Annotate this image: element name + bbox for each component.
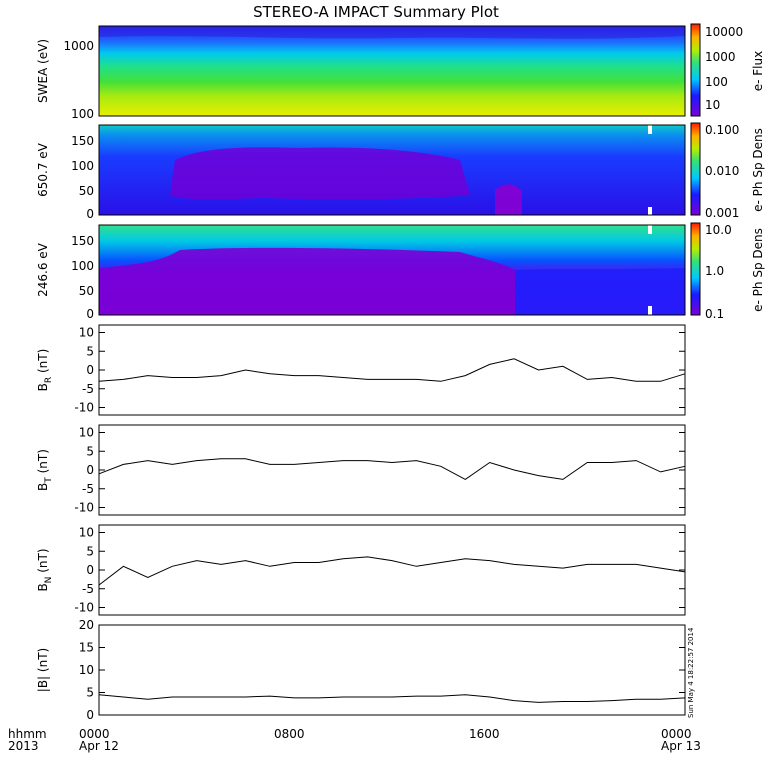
bn-series-line: [98, 556, 686, 586]
bn-ylabel: BN (nT): [36, 548, 54, 591]
br-frame: [98, 324, 686, 416]
pad650-frame: [98, 124, 686, 216]
pad246-cb-tick-10: 10.0: [705, 223, 732, 237]
time-format-label: hhmm: [8, 727, 47, 741]
pad246-blue-right: [515, 268, 685, 315]
br-ytick-label: 10: [79, 326, 94, 340]
br-ytick-label: 5: [86, 344, 94, 358]
pad246-gap-bottom: [648, 306, 652, 315]
pad650-cb-tick-0001: 0.001: [705, 206, 739, 220]
bt-series-line: [98, 458, 686, 480]
swea-dark-band: [99, 26, 685, 39]
pad246-cb-tick-1: 1.0: [705, 264, 724, 278]
swea-frame: [98, 25, 686, 117]
pad246-colorbar-fill: [690, 222, 701, 316]
swea-cb-tick-100: 100: [705, 75, 728, 89]
pad650-gap-bottom: [648, 207, 652, 215]
swea-cb-tick-10: 10: [705, 98, 720, 112]
br-series-line: [98, 358, 686, 382]
bn-ytick-label: -10: [74, 601, 94, 615]
swea-colorbar-fill: [690, 23, 701, 117]
bt-ytick-label: -5: [82, 482, 94, 496]
pad246-ytick-100: 100: [71, 259, 94, 273]
pad246-ylabel: 246.6 eV: [36, 242, 50, 297]
pad650-depletion-small: [495, 184, 522, 215]
bt-ytick-label: 0: [86, 463, 94, 477]
pad650-ytick-0: 0: [86, 207, 94, 221]
pad246-cb-label: e- Ph Sp Dens: [751, 228, 765, 312]
date-end: Apr 13: [661, 739, 701, 753]
date-start: Apr 12: [79, 739, 119, 753]
pad246-panel: 150 100 50 0 246.6 eV: [36, 224, 686, 321]
pad246-depletion: [99, 247, 515, 315]
bn-frame: [98, 524, 686, 616]
pad650-ylabel: 650.7 eV: [36, 142, 50, 197]
plot-title: STEREO-A IMPACT Summary Plot: [253, 3, 499, 21]
swea-ytick-100: 100: [71, 107, 94, 121]
swea-panel: 1000 100 SWEA (eV): [36, 25, 686, 121]
swea-ylabel: SWEA (eV): [36, 39, 50, 103]
pad650-cb-tick-0010: 0.010: [705, 164, 739, 178]
br-ylabel: BR (nT): [36, 349, 54, 392]
bmag-ytick-label: 10: [79, 663, 94, 677]
br-ytick-label: -5: [82, 382, 94, 396]
bn-ytick-label: 0: [86, 563, 94, 577]
pad650-panel: 150 100 50 0 650.7 eV: [36, 124, 686, 221]
bn-ytick-label: 10: [79, 526, 94, 540]
bmag-ytick-label: 15: [79, 641, 94, 655]
pad650-gap-top: [648, 125, 652, 134]
swea-colorbar: 10000 1000 100 10 e- Flux: [690, 23, 765, 117]
pad246-ytick-50: 50: [79, 284, 94, 298]
bt-ytick-label: -10: [74, 501, 94, 515]
pad650-ytick-100: 100: [71, 159, 94, 173]
pad650-depletion: [170, 147, 470, 200]
bmag-series-line: [98, 694, 686, 703]
pad246-gap-top: [648, 225, 652, 234]
bmag-ytick-label: 20: [79, 618, 94, 632]
pad246-frame: [98, 224, 686, 316]
pad650-ytick-50: 50: [79, 184, 94, 198]
year-label: 2013: [8, 739, 39, 753]
plot-timestamp: Sun May 4 18:22:57 2014: [687, 627, 695, 718]
bt-frame: [98, 424, 686, 516]
pad246-cb-tick-01: 0.1: [705, 307, 724, 321]
swea-cb-label: e- Flux: [751, 51, 765, 91]
pad246-ytick-0: 0: [86, 307, 94, 321]
bmag-ytick-label: 0: [86, 708, 94, 722]
pad246-ytick-150: 150: [71, 234, 94, 248]
pad650-colorbar: 0.100 0.010 0.001 e- Ph Sp Dens: [690, 122, 765, 220]
br-ytick-label: 0: [86, 363, 94, 377]
bmag-ytick-label: 5: [86, 686, 94, 700]
bmag-ylabel: |B| (nT): [36, 648, 50, 692]
pad650-ytick-150: 150: [71, 134, 94, 148]
bt-ylabel: BT (nT): [36, 449, 54, 491]
x-tick-1600: 1600: [469, 727, 500, 741]
magnetic-field-panels: -10 -5 0 5 10 BR (nT) -10 -5 0 5 10 BT (nT) -10 -5 0 5 1…: [36, 324, 686, 722]
br-ytick-label: -10: [74, 401, 94, 415]
swea-cb-tick-1000: 1000: [705, 50, 736, 64]
bt-ytick-label: 10: [79, 426, 94, 440]
swea-cb-tick-10000: 10000: [705, 25, 743, 39]
pad246-colorbar: 10.0 1.0 0.1 e- Ph Sp Dens: [690, 222, 765, 321]
swea-ytick-1000: 1000: [63, 39, 94, 53]
pad650-cb-label: e- Ph Sp Dens: [751, 128, 765, 212]
bn-ytick-label: -5: [82, 582, 94, 596]
x-tick-0800: 0800: [274, 727, 305, 741]
pad650-cb-tick-0100: 0.100: [705, 123, 739, 137]
bt-ytick-label: 5: [86, 444, 94, 458]
swea-heatmap: [99, 26, 685, 116]
x-tick-0000-end: 0000: [661, 727, 692, 741]
pad650-colorbar-fill: [690, 122, 701, 216]
bn-ytick-label: 5: [86, 544, 94, 558]
x-tick-0000-start: 0000: [79, 727, 110, 741]
